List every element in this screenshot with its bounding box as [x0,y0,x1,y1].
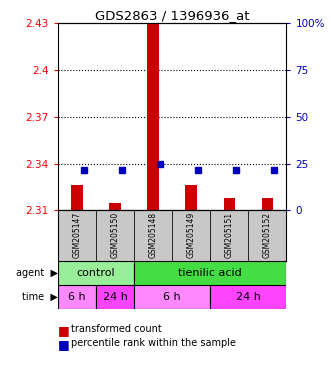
Text: agent  ▶: agent ▶ [16,268,58,278]
Text: 24 h: 24 h [236,292,261,302]
Bar [147,0,159,210]
Text: time  ▶: time ▶ [23,292,58,302]
Bar [134,210,172,262]
Text: 6 h: 6 h [163,292,181,302]
Text: ■: ■ [58,324,70,337]
Text: tienilic acid: tienilic acid [178,268,242,278]
Text: 24 h: 24 h [103,292,127,302]
Bar [96,210,134,262]
Text: GSM205152: GSM205152 [263,212,272,258]
Bar [109,202,121,210]
Text: control: control [77,268,115,278]
Bar [58,262,134,285]
Bar [134,262,286,285]
Text: percentile rank within the sample: percentile rank within the sample [71,338,236,348]
Text: GSM205150: GSM205150 [111,212,119,258]
Bar [58,210,96,262]
Text: 6 h: 6 h [68,292,86,302]
Title: GDS2863 / 1396936_at: GDS2863 / 1396936_at [95,9,249,22]
Bar [248,210,286,262]
Text: GSM205147: GSM205147 [72,212,81,258]
Bar [134,285,210,309]
Bar [96,285,134,309]
Text: transformed count: transformed count [71,324,162,334]
Bar [210,285,286,309]
Text: GSM205148: GSM205148 [149,212,158,258]
Bar [185,185,197,210]
Text: GSM205151: GSM205151 [225,212,234,258]
Text: ■: ■ [58,338,70,351]
Text: GSM205149: GSM205149 [187,212,196,258]
Bar [58,285,96,309]
Bar [223,198,235,210]
Bar [261,198,273,210]
Bar [71,185,83,210]
Bar [172,210,210,262]
Bar [210,210,248,262]
